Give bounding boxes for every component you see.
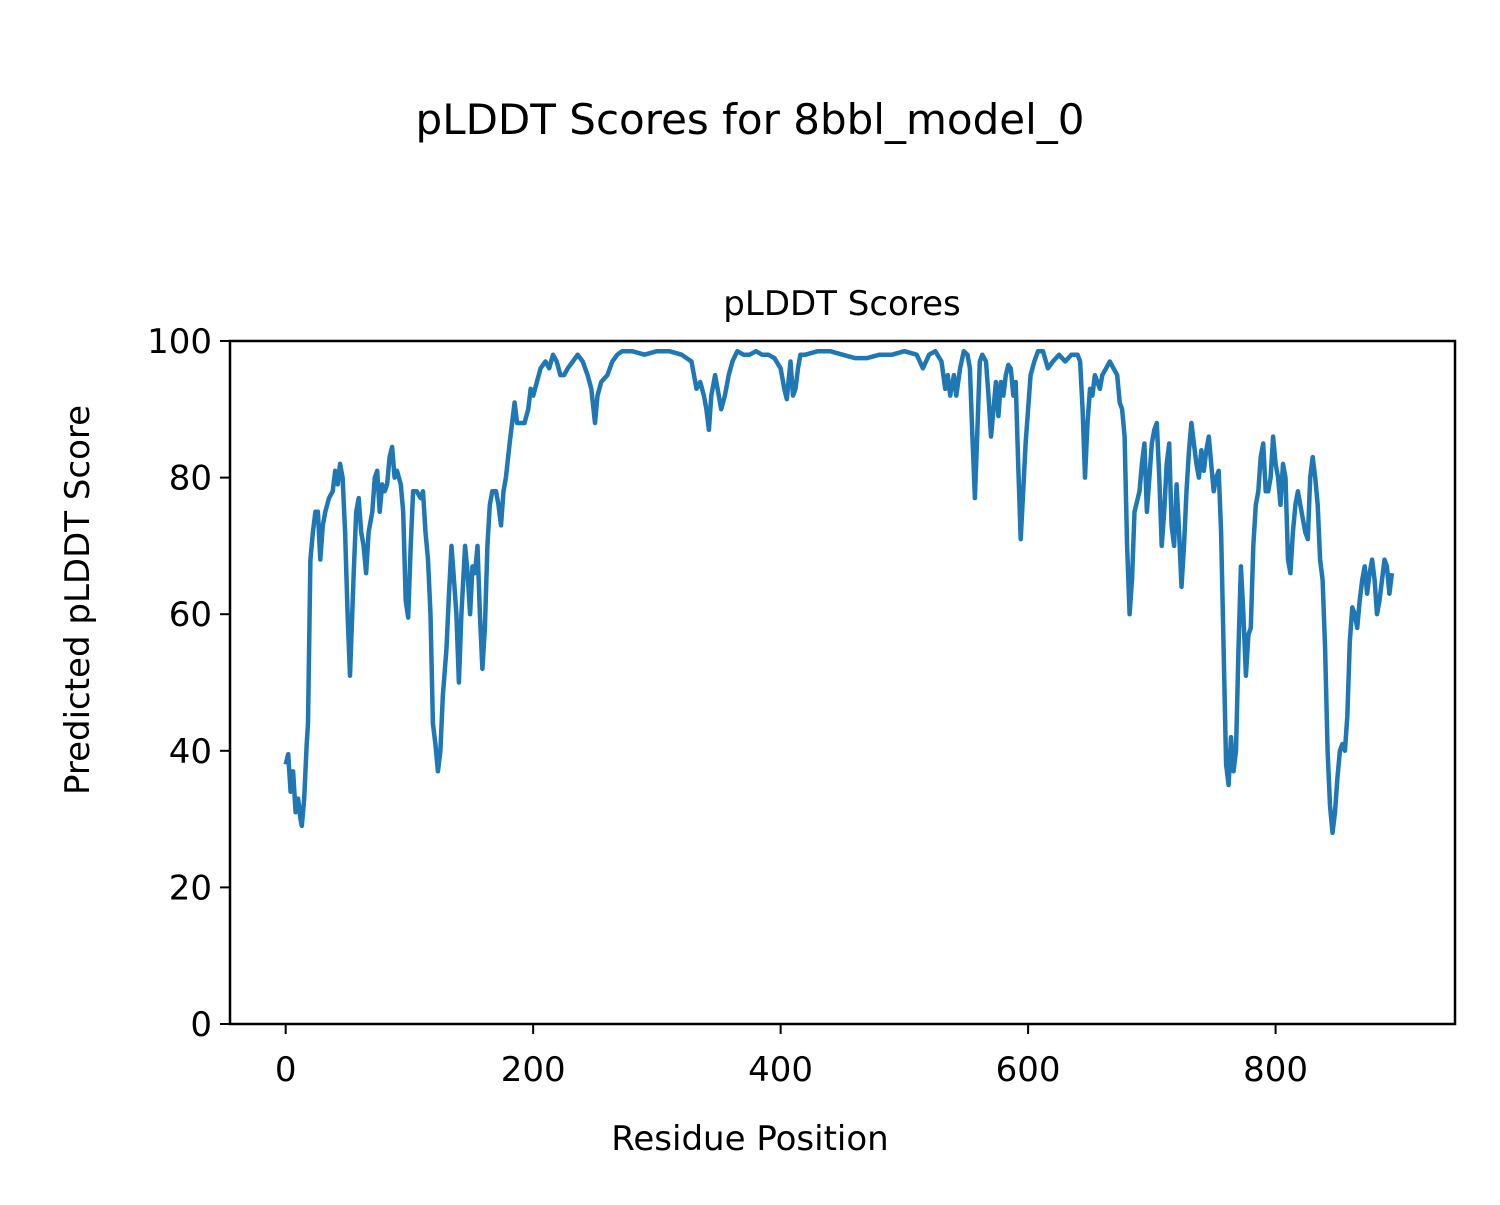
series-line-plddt	[283, 348, 1395, 836]
x-tick-label: 200	[501, 1050, 566, 1090]
axes-title: pLDDT Scores	[723, 284, 960, 324]
y-tick-label: 100	[147, 322, 212, 362]
figure-title: pLDDT Scores for 8bbl_model_0	[416, 95, 1085, 144]
x-tick-label: 400	[748, 1050, 813, 1090]
x-tick-label: 0	[275, 1050, 297, 1090]
y-tick-label: 0	[190, 1005, 212, 1045]
x-tick-label: 800	[1243, 1050, 1308, 1090]
x-axis-label: Residue Position	[611, 1119, 888, 1159]
y-tick-label: 20	[169, 868, 212, 908]
plot-frame	[228, 339, 1457, 1026]
y-tick-label: 80	[169, 459, 212, 499]
x-tick-label: 600	[996, 1050, 1061, 1090]
y-tick-label: 40	[169, 732, 212, 772]
y-axis-label: Predicted pLDDT Score	[58, 405, 98, 795]
y-tick-label: 60	[169, 595, 212, 635]
